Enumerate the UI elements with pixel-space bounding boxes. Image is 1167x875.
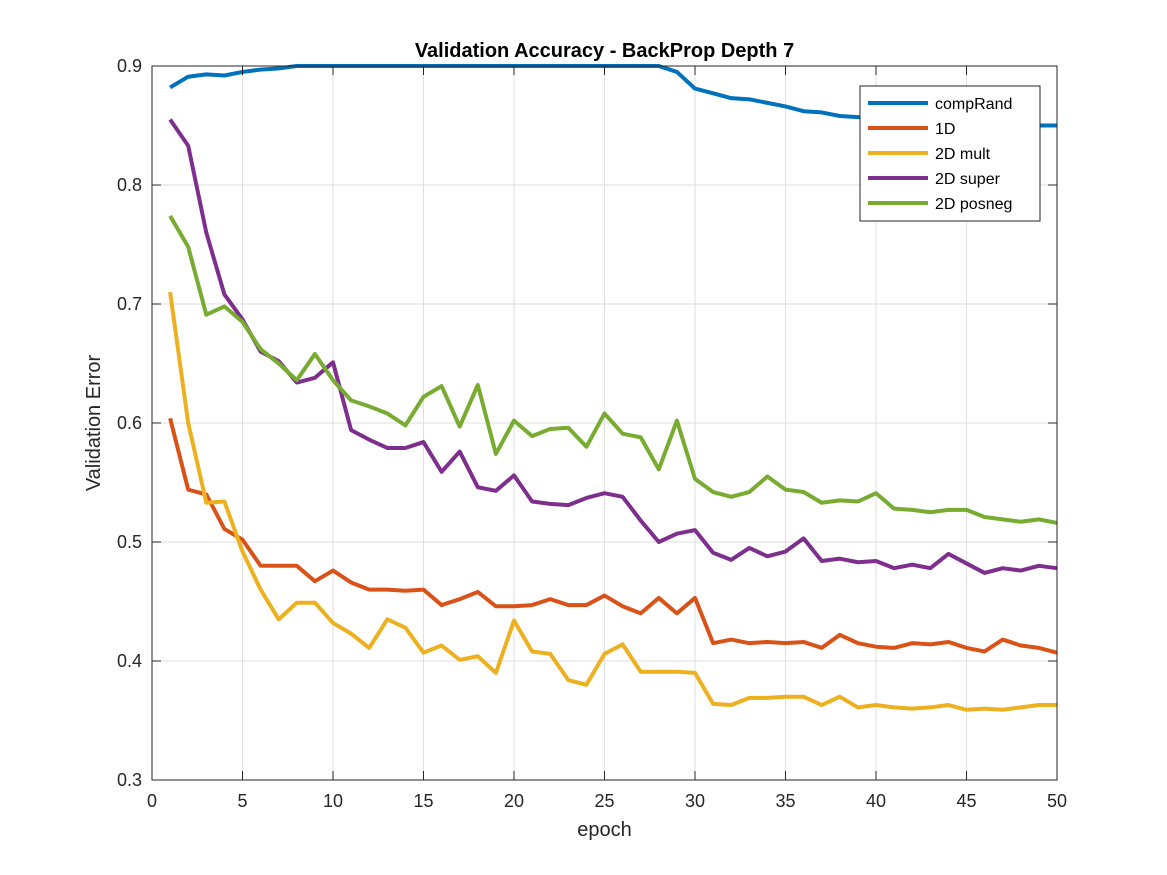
series-line-2d-mult xyxy=(168,291,1057,712)
y-tick-label: 0.8 xyxy=(117,175,142,195)
series-line-1d xyxy=(168,417,1058,655)
x-tick-label: 0 xyxy=(147,791,157,811)
x-tick-label: 5 xyxy=(237,791,247,811)
y-tick-label: 0.5 xyxy=(117,532,142,552)
x-axis-label: epoch xyxy=(577,819,632,841)
x-tick-label: 40 xyxy=(866,791,886,811)
y-tick-label: 0.9 xyxy=(117,56,142,76)
series-line-2d-super xyxy=(168,118,1058,575)
x-tick-label: 45 xyxy=(956,791,976,811)
y-axis-label: Validation Error xyxy=(83,354,105,491)
series-line-2d-posneg xyxy=(168,214,1058,525)
y-tick-label: 0.6 xyxy=(117,413,142,433)
x-tick-label: 25 xyxy=(594,791,614,811)
x-tick-label: 50 xyxy=(1047,791,1067,811)
chart-title: Validation Accuracy - BackProp Depth 7 xyxy=(415,40,794,62)
ticks: 0 5 10 15 20 25 30 35 40 45 50 0.3 0.4 0.5 0.6 0.7 0.8 0.… xyxy=(117,56,1067,811)
legend-entry: 1D xyxy=(935,121,955,138)
x-tick-label: 15 xyxy=(413,791,433,811)
legend-entry: 2D super xyxy=(935,171,1001,188)
legend-entry: 2D posneg xyxy=(935,196,1012,213)
x-tick-label: 20 xyxy=(504,791,524,811)
y-tick-label: 0.3 xyxy=(117,770,142,790)
x-tick-label: 30 xyxy=(685,791,705,811)
y-tick-label: 0.4 xyxy=(117,651,142,671)
legend-entry: compRand xyxy=(935,96,1012,113)
x-tick-label: 35 xyxy=(775,791,795,811)
y-tick-label: 0.7 xyxy=(117,294,142,314)
legend: compRand 1D 2D mult 2D super 2D posneg xyxy=(859,85,1041,222)
legend-entry: 2D mult xyxy=(935,146,991,163)
grid xyxy=(152,66,1057,780)
x-tick-label: 10 xyxy=(323,791,343,811)
